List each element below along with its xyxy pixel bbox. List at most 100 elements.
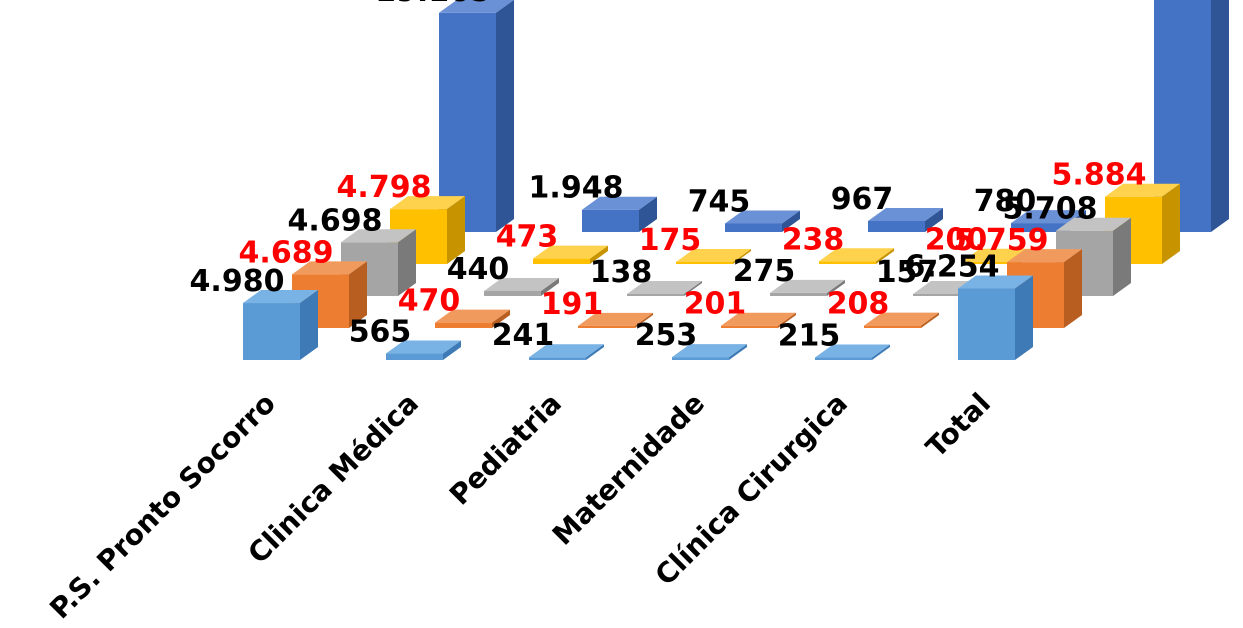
bar	[676, 248, 751, 264]
data-label: 4.798	[337, 170, 432, 205]
bar-top	[868, 207, 943, 221]
bar-top	[582, 196, 657, 210]
bar-front	[435, 322, 492, 328]
bar-top	[533, 245, 608, 259]
bar-front	[533, 258, 590, 264]
bar-top	[627, 281, 702, 294]
bar-front	[439, 12, 496, 232]
bar-front	[672, 357, 729, 360]
data-label: 253	[635, 318, 698, 353]
data-label: 6.254	[905, 249, 1000, 284]
category-label: Maternidade	[546, 387, 711, 552]
data-label: 780	[974, 184, 1037, 219]
bar-side	[590, 245, 608, 264]
data-labels-layer: 19.1651.94874596778023.6054.798473175238…	[190, 0, 1147, 354]
bar-front	[725, 223, 782, 232]
bar-side	[1211, 0, 1229, 232]
bar	[435, 309, 510, 328]
data-label: 241	[492, 318, 555, 353]
bar-side	[684, 281, 702, 296]
bar-top	[770, 279, 845, 293]
data-label: 200	[925, 223, 988, 258]
bar-top	[958, 275, 1033, 289]
bar-front	[864, 325, 921, 328]
bar-top	[1056, 217, 1131, 231]
bar-top	[819, 248, 894, 262]
bar-top	[243, 290, 318, 304]
bar	[868, 207, 943, 232]
data-label: 745	[688, 184, 751, 219]
bar-side	[349, 261, 367, 328]
bar-front	[529, 357, 586, 360]
bar-side	[782, 210, 800, 232]
bar-front	[958, 288, 1015, 360]
data-label: 275	[733, 254, 796, 289]
bar	[627, 281, 702, 296]
data-label: 440	[447, 252, 510, 287]
bar-front	[819, 261, 876, 264]
bars-layer	[243, 0, 1229, 360]
bar	[958, 275, 1033, 360]
bar-front	[770, 292, 827, 296]
bar-side	[872, 344, 890, 360]
bar-top	[815, 344, 890, 358]
bar-top	[1011, 210, 1086, 224]
data-label: 4.698	[288, 203, 383, 238]
data-label: 5.708	[1003, 192, 1098, 227]
bar-top	[386, 340, 461, 354]
data-label: 191	[541, 287, 604, 322]
data-label: 473	[496, 220, 559, 255]
data-label: 5.884	[1052, 158, 1147, 193]
bar	[582, 196, 657, 232]
bar-side	[447, 196, 465, 264]
data-label: 4.689	[239, 235, 334, 270]
data-label: 215	[778, 319, 841, 354]
bar-front	[676, 261, 733, 264]
bar-top	[864, 312, 939, 326]
data-label: 565	[349, 315, 412, 350]
bar-top	[1007, 249, 1082, 263]
bar	[725, 210, 800, 232]
bar-top	[578, 312, 653, 326]
data-label: 208	[827, 287, 890, 322]
bar	[1105, 183, 1180, 264]
bar-front	[868, 220, 925, 232]
bar-top	[721, 312, 796, 326]
bar-front	[484, 290, 541, 296]
bar-top	[292, 261, 367, 275]
category-label: Pediatria	[443, 387, 568, 512]
bar	[533, 245, 608, 264]
bar	[439, 0, 514, 232]
data-label: 175	[639, 223, 702, 258]
bar-top	[676, 248, 751, 262]
bar-side	[876, 248, 894, 264]
bar	[672, 344, 747, 360]
bar-side	[1113, 217, 1131, 296]
bar	[864, 312, 939, 328]
data-label: 967	[831, 182, 894, 217]
data-label: 5.759	[954, 223, 1049, 258]
bar-top	[390, 196, 465, 210]
bar-side	[639, 196, 657, 232]
data-label: 201	[684, 287, 747, 322]
bar	[243, 290, 318, 360]
bar-front	[962, 261, 1019, 264]
bar	[484, 277, 559, 296]
bar-top	[529, 344, 604, 358]
bar-front	[243, 303, 300, 360]
bar-side	[733, 248, 751, 264]
bar	[770, 279, 845, 296]
bar-side	[1064, 249, 1082, 328]
category-label: Total	[920, 387, 997, 464]
data-label: 1.948	[529, 171, 624, 206]
bar-side	[1162, 183, 1180, 264]
data-label: 138	[590, 255, 653, 290]
bar	[578, 312, 653, 328]
bar-side	[778, 312, 796, 328]
bar-front	[582, 209, 639, 232]
bar-front	[627, 294, 684, 296]
bar-top	[1105, 183, 1180, 197]
bar-front	[815, 357, 872, 360]
bar	[386, 340, 461, 360]
